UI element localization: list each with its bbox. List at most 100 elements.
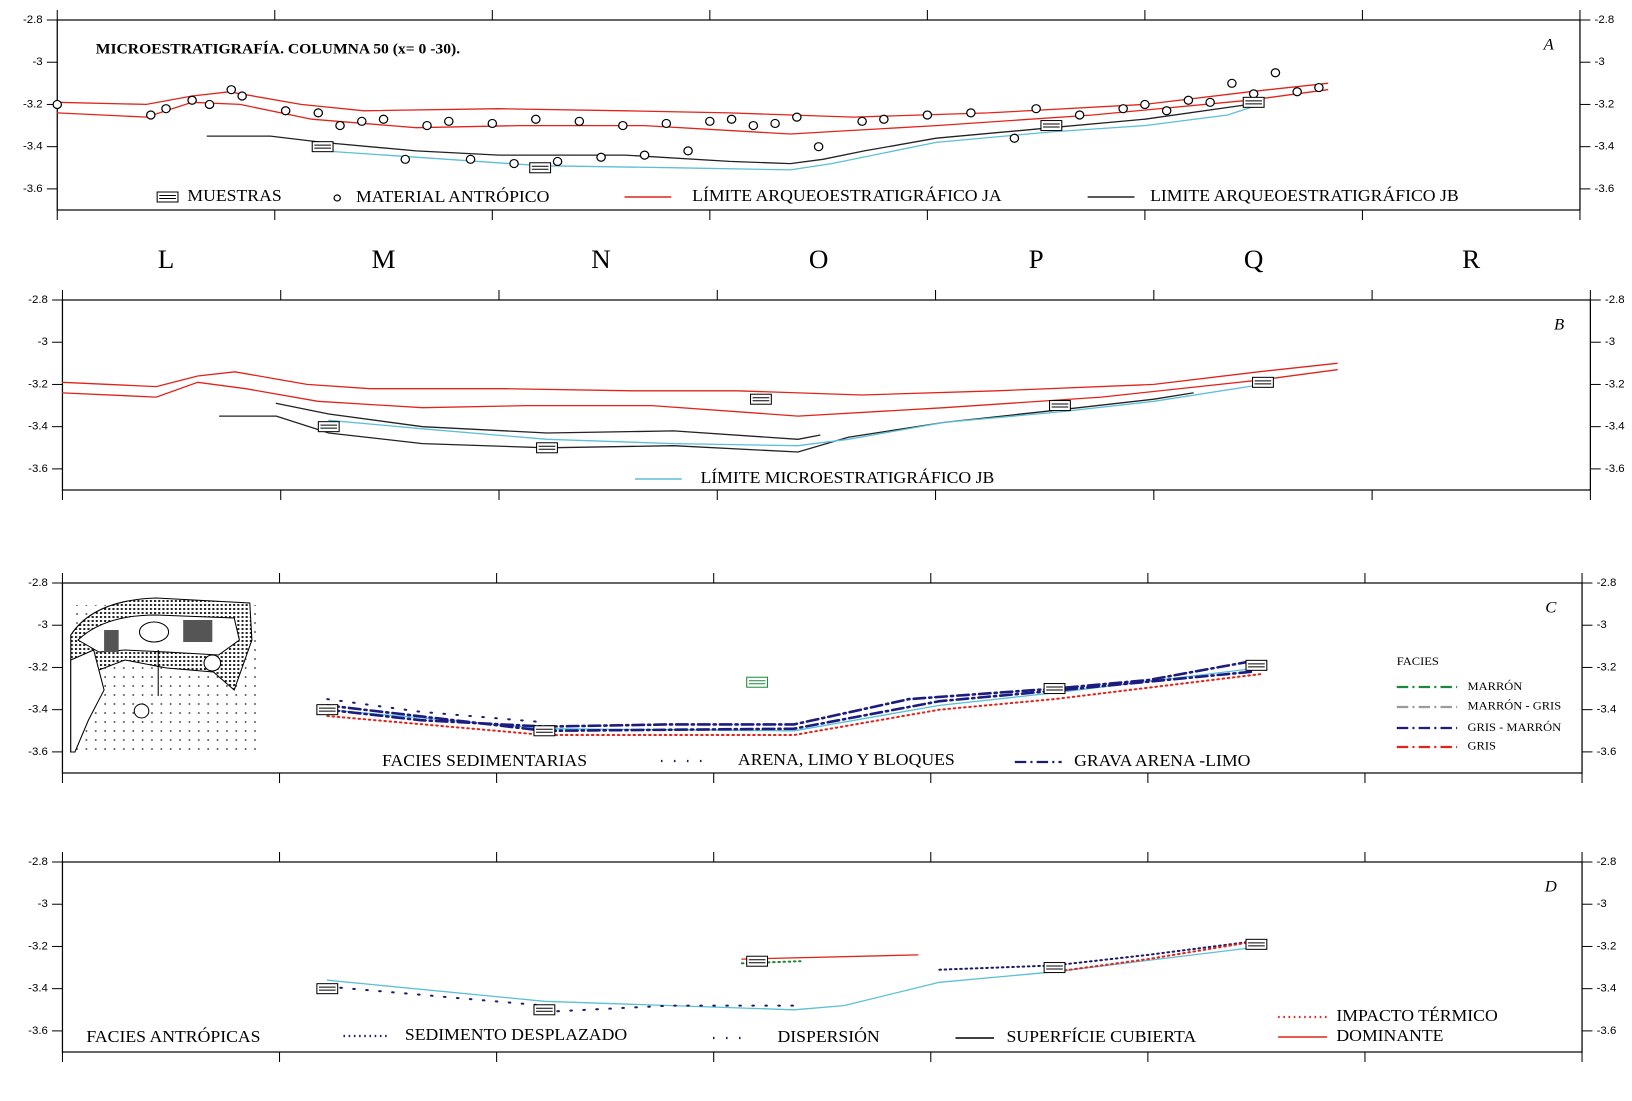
sample-box — [156, 191, 179, 203]
series-line — [328, 383, 1264, 447]
series-line — [325, 659, 1254, 728]
artifact-point — [813, 142, 824, 152]
panel-title: MICROESTRATIGRAFÍA. COLUMNA 50 (x= 0 -30… — [96, 41, 461, 58]
legend-label: MARRÓN - GRIS — [1468, 699, 1562, 713]
y-tick-label: -3.6 — [28, 746, 48, 758]
artifact-point — [726, 114, 737, 124]
sample-box — [1245, 659, 1268, 671]
artifact-point — [705, 116, 715, 126]
y-tick-label: -3.4 — [1605, 421, 1625, 433]
legend-label: MARRÓN — [1468, 679, 1523, 693]
y-tick-label: -3.2 — [28, 941, 48, 953]
artifact-point — [187, 95, 197, 105]
artifact-point — [1314, 82, 1324, 93]
y-tick-label: -2.8 — [28, 856, 48, 868]
sample-marker — [1049, 400, 1071, 412]
artifact-point — [661, 118, 672, 129]
artifact-point — [857, 116, 867, 126]
sample-marker — [316, 704, 339, 716]
artifact-point — [487, 118, 498, 129]
sample-box — [1040, 120, 1063, 132]
sample-box — [1252, 376, 1274, 388]
legend-label: ARENA, LIMO Y BLOQUES — [738, 750, 955, 769]
sample-marker — [1245, 659, 1268, 671]
sample-box — [533, 1004, 556, 1016]
y-tick-label: -3.4 — [28, 421, 48, 433]
column-label: L — [158, 244, 175, 273]
legend-label: GRIS — [1468, 739, 1497, 753]
legend-label: MUESTRAS — [187, 186, 281, 205]
artifact-point — [1292, 87, 1302, 97]
sample-box — [749, 393, 772, 405]
y-tick-label: -3.4 — [28, 704, 48, 716]
y-tick-label: -3.6 — [28, 1025, 48, 1037]
y-tick-label: -3.6 — [28, 463, 48, 475]
artifact-point — [280, 106, 291, 116]
series-line — [938, 939, 1264, 971]
inset-circle — [203, 654, 222, 672]
sample-marker — [1043, 683, 1066, 695]
y-tick-label: -3 — [1595, 56, 1605, 68]
sample-box — [1049, 400, 1071, 412]
inset-border — [70, 649, 105, 753]
plot-frame — [56, 19, 1581, 211]
inset-map — [70, 597, 261, 753]
column-label: Q — [1244, 244, 1264, 273]
series-line — [206, 103, 1250, 165]
sample-marker — [536, 442, 558, 454]
sample-box — [311, 141, 334, 153]
series-line — [326, 945, 1264, 1011]
artifact-point — [792, 112, 802, 122]
series-line — [1053, 939, 1264, 973]
artifact-point — [770, 118, 780, 129]
y-tick-label: -3 — [38, 336, 48, 348]
sample-box — [1242, 96, 1265, 108]
series-line — [61, 362, 1338, 396]
y-tick-label: -2.8 — [1597, 856, 1617, 868]
artifact-point — [1248, 89, 1259, 99]
y-tick-label: -3.2 — [28, 662, 48, 674]
artifact-point — [313, 108, 324, 118]
y-tick-label: -3.2 — [1605, 379, 1625, 391]
artifact-point — [1009, 133, 1020, 143]
legend-label: FACIES — [1397, 654, 1439, 668]
series-line — [325, 670, 1254, 733]
artifact-point — [226, 85, 237, 95]
artifact-point — [966, 108, 976, 118]
column-label: M — [372, 244, 396, 273]
artifact-point — [1270, 68, 1281, 78]
y-tick-label: -3.4 — [1597, 983, 1617, 995]
artifact-point — [574, 116, 585, 126]
y-tick-label: -2.8 — [1595, 14, 1615, 26]
panel-label: C — [1545, 598, 1557, 617]
artifact-point — [639, 150, 650, 160]
sample-marker — [746, 955, 769, 967]
sample-box — [746, 955, 769, 967]
legend-label: IMPACTO TÉRMICO — [1336, 1006, 1497, 1025]
artifact-point — [1205, 97, 1215, 107]
legend-swatch — [156, 191, 179, 203]
series-line — [326, 985, 546, 1007]
panel-label: D — [1544, 877, 1557, 896]
sample-marker — [1242, 96, 1265, 108]
inset-block — [104, 630, 119, 652]
y-tick-label: -3.2 — [23, 99, 43, 111]
artifact-point — [422, 120, 432, 131]
artifact-point — [145, 110, 156, 120]
artifact-point — [552, 156, 563, 167]
artifact-point — [1227, 78, 1237, 88]
y-tick-label: -3.6 — [1605, 463, 1625, 475]
y-tick-label: -3.6 — [1597, 1025, 1617, 1037]
y-tick-label: -2.8 — [1605, 294, 1625, 306]
sample-marker — [1040, 120, 1063, 132]
artifact-point — [531, 114, 541, 124]
legend-label: SEDIMENTO DESPLAZADO — [405, 1025, 627, 1044]
legend-label: LÍMITE ARQUEOESTRATIGRÁFICO JA — [692, 186, 1002, 205]
column-label: P — [1029, 244, 1044, 273]
plot-frame — [61, 299, 1591, 491]
artifact-point — [922, 110, 933, 120]
y-tick-label: -3.2 — [28, 379, 48, 391]
y-tick-label: -3 — [38, 898, 48, 910]
